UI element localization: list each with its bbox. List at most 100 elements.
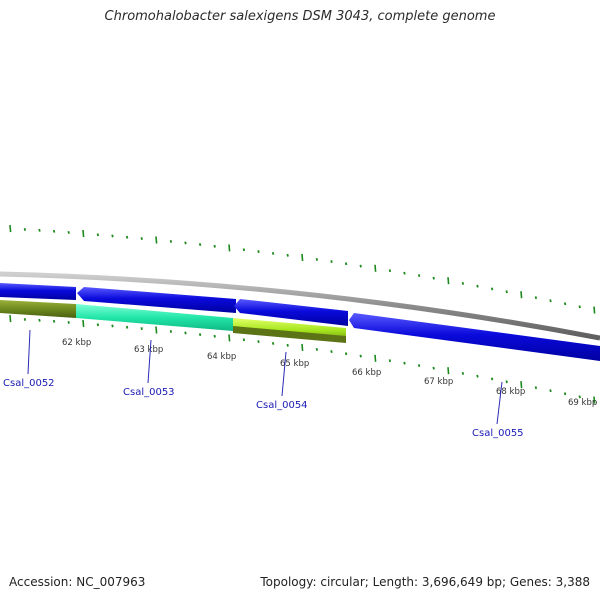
outer-ring-minor-tick bbox=[38, 228, 41, 232]
outer-ring-minor-tick bbox=[125, 235, 129, 239]
inner-ring-minor-tick bbox=[198, 333, 202, 337]
inner-ring-minor-tick bbox=[578, 395, 581, 399]
inner-ring-minor-tick bbox=[111, 324, 114, 328]
inner-ring-minor-tick bbox=[213, 334, 216, 338]
outer-ring-minor-tick bbox=[315, 257, 319, 261]
inner-ring-major-tick bbox=[593, 396, 596, 404]
inner-ring-major-tick bbox=[228, 334, 231, 342]
inner-ring-minor-tick bbox=[403, 361, 406, 365]
outer-ring-major-tick bbox=[301, 253, 304, 261]
outer-ring-minor-tick bbox=[432, 276, 435, 280]
backbone-line bbox=[0, 271, 600, 341]
scale-label-66kbp: 66 kbp bbox=[352, 368, 381, 378]
outer-ring-major-tick bbox=[9, 225, 12, 233]
outer-ring-minor-tick bbox=[359, 264, 362, 268]
gene-label-csal-0055[interactable]: Csal_0055 bbox=[472, 428, 524, 439]
inner-ring-minor-tick bbox=[432, 366, 435, 370]
outer-ring-major-tick bbox=[374, 264, 377, 272]
map-title: Chromohalobacter salexigens DSM 3043, co… bbox=[104, 9, 496, 24]
gene-leader-line-csal-0053 bbox=[147, 339, 152, 384]
outer-ring-minor-tick bbox=[257, 250, 260, 254]
feature-bar-teal bbox=[76, 304, 233, 331]
scale-label-64kbp: 64 kbp bbox=[207, 352, 236, 362]
inner-ring-minor-tick bbox=[140, 327, 143, 331]
inner-ring-minor-tick bbox=[38, 318, 41, 322]
gene-leader-line-csal-0052 bbox=[27, 329, 31, 375]
outer-ring-minor-tick bbox=[23, 227, 27, 231]
scale-label-69kbp: 69 kbp bbox=[568, 398, 597, 408]
gene-leader-line-csal-0055 bbox=[496, 381, 503, 425]
outer-ring-minor-tick bbox=[198, 243, 202, 247]
outer-ring-minor-tick bbox=[549, 299, 552, 303]
inner-ring-minor-tick bbox=[96, 323, 100, 327]
outer-ring-major-tick bbox=[228, 244, 231, 252]
feature-bar-olive bbox=[0, 300, 76, 318]
outer-ring-minor-tick bbox=[476, 284, 479, 288]
outer-ring-major-tick bbox=[155, 236, 158, 244]
outer-tick-ring bbox=[9, 225, 596, 314]
inner-ring-minor-tick bbox=[169, 329, 173, 333]
inner-ring-minor-tick bbox=[461, 371, 465, 375]
outer-ring-minor-tick bbox=[213, 244, 216, 248]
outer-ring-minor-tick bbox=[490, 287, 494, 291]
outer-ring-minor-tick bbox=[578, 305, 581, 309]
feature-bar-olive-edge bbox=[233, 326, 346, 343]
inner-ring-minor-tick bbox=[52, 319, 56, 323]
inner-ring-minor-tick bbox=[359, 354, 362, 358]
outer-ring-minor-tick bbox=[184, 241, 187, 245]
inner-ring-minor-tick bbox=[417, 364, 421, 368]
inner-ring-minor-tick bbox=[344, 352, 348, 356]
scale-label-65kbp: 65 kbp bbox=[280, 359, 309, 369]
outer-ring-minor-tick bbox=[534, 296, 538, 300]
outer-ring-minor-tick bbox=[388, 269, 392, 273]
inner-ring-major-tick bbox=[520, 381, 523, 389]
gene-label-csal-0052[interactable]: Csal_0052 bbox=[3, 378, 55, 389]
scale-label-62kbp: 62 kbp bbox=[62, 338, 91, 348]
inner-ring-minor-tick bbox=[534, 386, 538, 390]
inner-ring-minor-tick bbox=[286, 343, 289, 347]
accession-text: Accession: NC_007963 bbox=[9, 575, 146, 589]
inner-ring-minor-tick bbox=[125, 325, 129, 329]
outer-ring-minor-tick bbox=[52, 229, 56, 233]
inner-ring-minor-tick bbox=[257, 340, 260, 344]
inner-ring-minor-tick bbox=[184, 331, 187, 335]
gene-label-csal-0053[interactable]: Csal_0053 bbox=[123, 387, 175, 398]
inner-ring-minor-tick bbox=[330, 350, 333, 354]
inner-ring-major-tick bbox=[374, 354, 377, 362]
outer-ring-minor-tick bbox=[330, 260, 333, 264]
outer-ring-minor-tick bbox=[286, 253, 289, 257]
gene-arrow-csal-0055[interactable] bbox=[349, 313, 600, 361]
outer-ring-minor-tick bbox=[417, 274, 421, 278]
outer-ring-minor-tick bbox=[403, 271, 406, 275]
inner-ring-minor-tick bbox=[271, 341, 275, 345]
inner-ring-major-tick bbox=[155, 326, 158, 334]
inner-ring-minor-tick bbox=[476, 374, 479, 378]
gene-arrow-csal-0054[interactable] bbox=[234, 299, 348, 326]
outer-ring-minor-tick bbox=[67, 230, 70, 234]
outer-ring-major-tick bbox=[82, 229, 85, 238]
backbone-inner-line bbox=[0, 278, 600, 344]
inner-ring-major-tick bbox=[447, 367, 450, 375]
outer-ring-minor-tick bbox=[169, 239, 173, 243]
outer-ring-minor-tick bbox=[271, 251, 275, 255]
gene-leader-line-csal-0054 bbox=[281, 351, 287, 397]
inner-ring-minor-tick bbox=[505, 380, 508, 384]
gene-arrow-csal-0052[interactable] bbox=[0, 283, 76, 300]
gene-arrow-csal-0053[interactable] bbox=[77, 287, 236, 313]
inner-tick-ring bbox=[9, 315, 596, 404]
inner-ring-major-tick bbox=[301, 343, 304, 351]
outer-ring-major-tick bbox=[593, 306, 596, 314]
inner-ring-major-tick bbox=[9, 315, 12, 323]
outer-ring-minor-tick bbox=[96, 233, 100, 237]
outer-ring-minor-tick bbox=[111, 234, 114, 238]
outer-ring-minor-tick bbox=[505, 290, 508, 294]
outer-ring-minor-tick bbox=[563, 302, 567, 306]
scale-label-63kbp: 63 kbp bbox=[134, 345, 163, 355]
outer-ring-minor-tick bbox=[344, 262, 348, 266]
inner-ring-minor-tick bbox=[549, 389, 552, 393]
topology-text: Topology: circular; Length: 3,696,649 bp… bbox=[260, 575, 590, 589]
inner-ring-minor-tick bbox=[23, 317, 27, 321]
inner-ring-minor-tick bbox=[315, 347, 319, 351]
outer-ring-minor-tick bbox=[140, 237, 143, 241]
gene-label-csal-0054[interactable]: Csal_0054 bbox=[256, 400, 308, 411]
